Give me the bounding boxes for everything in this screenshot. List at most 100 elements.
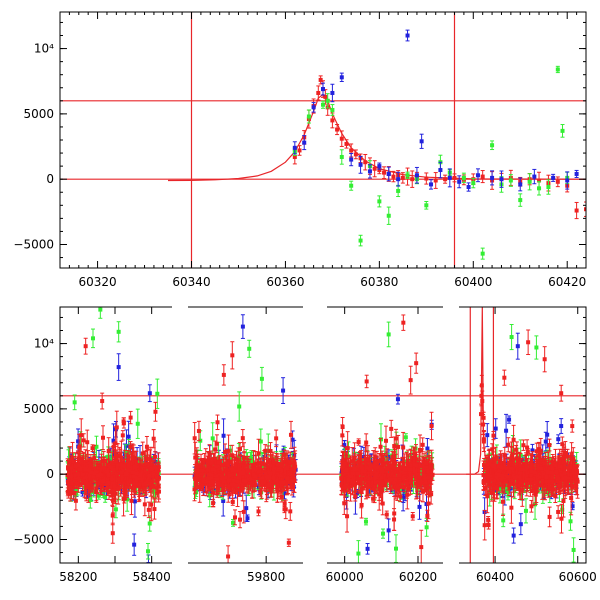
data-point: [452, 175, 457, 180]
data-point: [372, 166, 377, 171]
data-point: [94, 444, 99, 449]
data-point: [358, 162, 363, 167]
data-point: [344, 141, 349, 146]
data-point: [400, 175, 405, 180]
data-point: [230, 520, 235, 525]
data-point: [84, 480, 89, 485]
data-point: [156, 464, 161, 469]
data-point: [101, 479, 106, 484]
data-point: [377, 168, 382, 173]
data-point: [457, 179, 462, 184]
data-point: [584, 207, 586, 212]
data-point: [386, 171, 391, 176]
data-point: [574, 171, 579, 176]
data-point: [71, 491, 76, 496]
data-point: [321, 87, 325, 92]
data-point: [68, 491, 73, 496]
data-point: [386, 213, 391, 218]
data-point: [94, 489, 99, 494]
season-cloud-red: [65, 401, 161, 544]
data-point-blue: [396, 171, 401, 187]
data-point: [424, 176, 429, 181]
data-point-red: [353, 149, 358, 160]
data-point: [121, 497, 126, 502]
data-point: [537, 178, 542, 183]
data-point: [128, 415, 133, 420]
data-point-blue: [475, 168, 480, 183]
data-point: [96, 493, 101, 498]
data-point: [490, 143, 495, 148]
data-point: [138, 473, 143, 478]
data-point-red: [318, 75, 323, 85]
data-point-red: [120, 430, 125, 441]
data-point-blue: [457, 175, 462, 189]
data-point-green: [377, 195, 382, 208]
data-point: [140, 451, 145, 456]
data-point: [316, 90, 321, 95]
plot-frame: [59, 11, 587, 269]
model-curve: [167, 93, 586, 182]
data-point: [153, 409, 158, 414]
data-point-red: [297, 145, 302, 156]
data-point-green: [480, 247, 485, 260]
data-point: [297, 148, 302, 153]
data-point: [151, 436, 156, 441]
data-point: [532, 174, 537, 179]
data-point-blue: [358, 155, 363, 174]
data-point: [144, 457, 149, 462]
data-point-red: [100, 425, 105, 451]
data-point: [122, 464, 127, 469]
data-point-blue: [447, 168, 452, 188]
data-point: [87, 468, 92, 473]
data-point: [551, 175, 556, 180]
data-point-green: [471, 177, 476, 189]
data-point: [143, 482, 148, 487]
data-point: [146, 507, 151, 512]
data-point: [330, 107, 335, 112]
data-point: [139, 464, 144, 469]
data-point: [405, 173, 410, 178]
data-point-red: [339, 130, 344, 147]
data-point: [127, 473, 132, 478]
data-point: [92, 456, 97, 461]
data-point-blue: [466, 182, 471, 192]
data-point: [302, 140, 307, 145]
data-point: [555, 67, 560, 72]
data-point-blue: [499, 170, 504, 188]
data-point: [339, 136, 344, 141]
data-point-blue: [321, 82, 325, 96]
data-point: [396, 188, 401, 193]
data-point-blue: [302, 135, 307, 151]
data-point: [433, 178, 438, 183]
data-point: [124, 443, 129, 448]
data-point: [461, 175, 466, 180]
data-point: [419, 139, 424, 144]
data-point: [391, 174, 396, 179]
data-point-blue: [292, 141, 297, 155]
data-point-blue: [438, 161, 443, 179]
data-point-blue: [551, 173, 556, 182]
data-point: [90, 446, 95, 451]
data-point: [210, 436, 215, 441]
x-tick-label: 60340: [172, 275, 210, 289]
data-point: [153, 485, 158, 490]
x-tick-label: 60380: [360, 275, 398, 289]
data-point: [471, 181, 476, 186]
data-point: [85, 440, 90, 445]
data-point: [111, 467, 116, 472]
data-point: [101, 459, 106, 464]
data-point: [79, 433, 84, 438]
data-point: [151, 484, 156, 489]
data-point: [135, 421, 140, 426]
data-point: [74, 481, 79, 486]
data-point: [152, 507, 157, 512]
data-point: [518, 198, 523, 203]
data-point-red: [94, 482, 99, 502]
data-point-red: [410, 170, 415, 188]
data-point: [154, 468, 159, 473]
data-point: [123, 472, 128, 477]
data-point: [339, 154, 344, 159]
data-point-green: [396, 184, 401, 198]
data-point: [377, 164, 382, 169]
data-point-green: [135, 408, 140, 439]
